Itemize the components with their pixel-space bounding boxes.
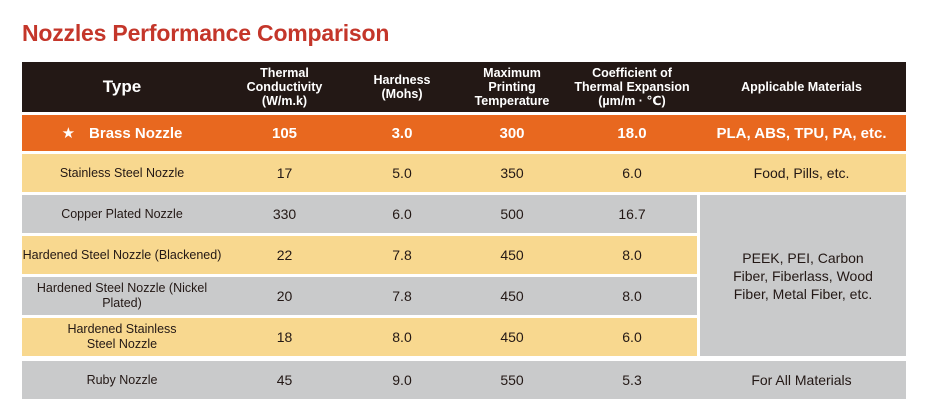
conductivity-cell: 17 bbox=[222, 151, 347, 192]
max-temp-cell: 450 bbox=[457, 233, 567, 274]
page-title: Nozzles Performance Comparison bbox=[22, 20, 390, 46]
expansion-cell: 6.0 bbox=[567, 315, 697, 356]
expansion-cell: 5.3 bbox=[567, 356, 697, 399]
header-hardness: Hardness (Mohs) bbox=[347, 62, 457, 112]
expansion-cell: 18.0 bbox=[567, 112, 697, 151]
type-label: Brass Nozzle bbox=[89, 125, 183, 142]
conductivity-cell: 22 bbox=[222, 233, 347, 274]
expansion-cell: 6.0 bbox=[567, 151, 697, 192]
max-temp-cell: 500 bbox=[457, 192, 567, 233]
table-row: Hardened Steel Nozzle (Blackened) 22 7.8… bbox=[22, 233, 906, 274]
table-row: Hardened Steel Nozzle (Nickel Plated) 20… bbox=[22, 274, 906, 315]
hardness-cell: 6.0 bbox=[347, 192, 457, 233]
table-row: Stainless Steel Nozzle 17 5.0 350 6.0 Fo… bbox=[22, 151, 906, 192]
comparison-table: Type Thermal Conductivity (W/m.k) Hardne… bbox=[22, 62, 906, 399]
max-temp-cell: 350 bbox=[457, 151, 567, 192]
materials-cell: For All Materials bbox=[697, 356, 906, 399]
hardness-cell: 3.0 bbox=[347, 112, 457, 151]
conductivity-cell: 18 bbox=[222, 315, 347, 356]
max-temp-cell: 450 bbox=[457, 274, 567, 315]
header-type: Type bbox=[22, 62, 222, 112]
expansion-cell: 8.0 bbox=[567, 233, 697, 274]
header-conductivity: Thermal Conductivity (W/m.k) bbox=[222, 62, 347, 112]
materials-cell: PLA, ABS, TPU, PA, etc. bbox=[697, 112, 906, 151]
conductivity-cell: 45 bbox=[222, 356, 347, 399]
header-expansion: Coefficient of Thermal Expansion (µm/m ·… bbox=[567, 62, 697, 112]
star-icon: ★ bbox=[61, 125, 76, 142]
conductivity-cell: 105 bbox=[222, 112, 347, 151]
expansion-cell: 16.7 bbox=[567, 192, 697, 233]
header-max-temp: Maximum Printing Temperature bbox=[457, 62, 567, 112]
max-temp-cell: 550 bbox=[457, 356, 567, 399]
hardness-cell: 8.0 bbox=[347, 315, 457, 356]
conductivity-cell: 20 bbox=[222, 274, 347, 315]
type-cell: Hardened Steel Nozzle (Nickel Plated) bbox=[22, 274, 222, 315]
type-cell: Copper Plated Nozzle bbox=[22, 192, 222, 233]
conductivity-cell: 330 bbox=[222, 192, 347, 233]
type-cell: Hardened Stainless Steel Nozzle bbox=[22, 315, 222, 356]
max-temp-cell: 300 bbox=[457, 112, 567, 151]
expansion-cell: 8.0 bbox=[567, 274, 697, 315]
type-cell: ★ Brass Nozzle bbox=[22, 112, 222, 151]
max-temp-cell: 450 bbox=[457, 315, 567, 356]
type-cell: Ruby Nozzle bbox=[22, 356, 222, 399]
table-row: Hardened Stainless Steel Nozzle 18 8.0 4… bbox=[22, 315, 906, 356]
header-row: Type Thermal Conductivity (W/m.k) Hardne… bbox=[22, 62, 906, 112]
table-row: ★ Brass Nozzle 105 3.0 300 18.0 PLA, ABS,… bbox=[22, 112, 906, 151]
table-row: Copper Plated Nozzle 330 6.0 500 16.7 PE… bbox=[22, 192, 906, 356]
type-cell: Hardened Steel Nozzle (Blackened) bbox=[22, 233, 222, 274]
table-row: Ruby Nozzle 45 9.0 550 5.3 For All Mater… bbox=[22, 356, 906, 399]
hardness-cell: 7.8 bbox=[347, 274, 457, 315]
type-cell: Stainless Steel Nozzle bbox=[22, 151, 222, 192]
header-materials: Applicable Materials bbox=[697, 62, 906, 112]
hardness-cell: 9.0 bbox=[347, 356, 457, 399]
hardness-cell: 7.8 bbox=[347, 233, 457, 274]
hardness-cell: 5.0 bbox=[347, 151, 457, 192]
materials-cell: Food, Pills, etc. bbox=[697, 151, 906, 192]
materials-cell: PEEK, PEI, Carbon Fiber, Fiberlass, Wood… bbox=[697, 192, 906, 356]
